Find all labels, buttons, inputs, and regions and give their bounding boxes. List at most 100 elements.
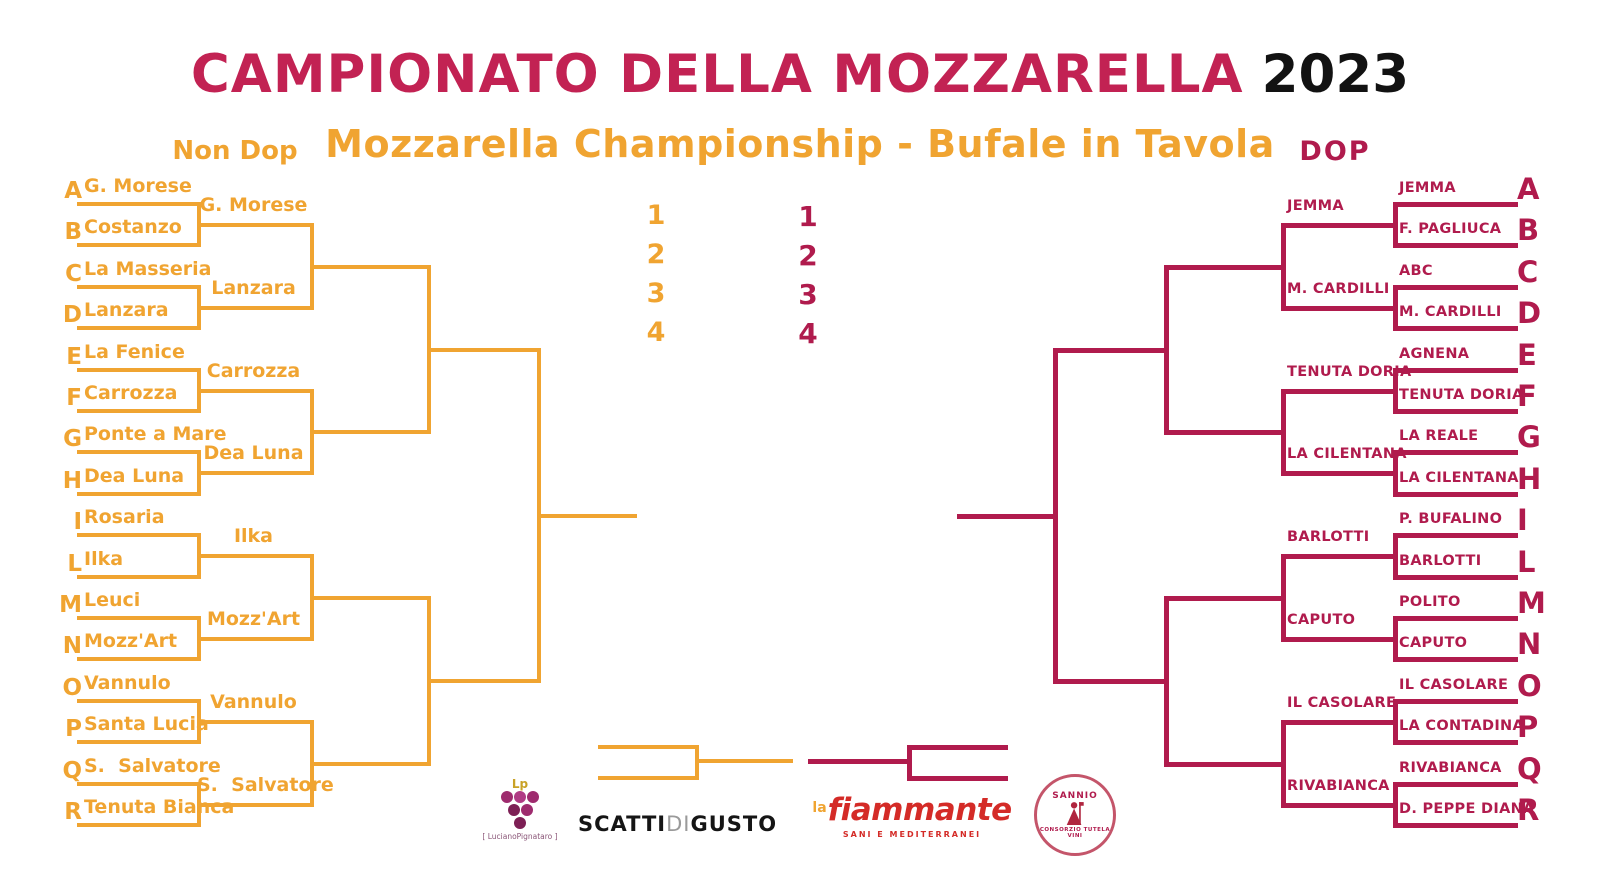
mini-bracket-line bbox=[907, 776, 1008, 781]
entrant-label: F. PAGLIUCA bbox=[1399, 221, 1502, 237]
bracket-line bbox=[1393, 450, 1518, 455]
entrant-label: Vannulo bbox=[84, 672, 171, 694]
seed-letter: C bbox=[65, 261, 82, 287]
entrant-label: CAPUTO bbox=[1399, 635, 1468, 651]
bracket-line bbox=[1281, 720, 1398, 725]
entrant-label: Lanzara bbox=[84, 299, 169, 321]
seed-letter: H bbox=[1517, 462, 1542, 496]
scatti-part1: SCATTI bbox=[578, 812, 667, 836]
lp-caption: [ LucianoPignataro ] bbox=[482, 832, 558, 841]
entrant-label: Rosaria bbox=[84, 506, 165, 528]
bracket-line bbox=[77, 492, 201, 496]
entrant-label: Tenuta Bianca bbox=[84, 796, 235, 818]
seed-letter: E bbox=[1517, 338, 1537, 372]
standings-number-dop: 1 bbox=[798, 200, 818, 233]
winner-label: S. Salvatore bbox=[197, 774, 334, 796]
bracket-line bbox=[1281, 389, 1398, 394]
bracket-line bbox=[77, 533, 201, 537]
seed-letter: O bbox=[1517, 669, 1542, 703]
title-main: CAMPIONATO DELLA MOZZARELLA bbox=[190, 44, 1244, 105]
la-fiammante-logo: lafiammante SANI E MEDITERRANEI bbox=[812, 792, 1012, 839]
entrant-label: Ilka bbox=[84, 548, 124, 570]
seed-letter: B bbox=[64, 219, 82, 245]
bracket-line bbox=[1164, 762, 1286, 767]
winner-label: Dea Luna bbox=[203, 442, 304, 464]
mini-bracket-stub bbox=[808, 759, 912, 764]
sannio-subtitle: CONSORZIO TUTELA VINI bbox=[1039, 827, 1111, 839]
bracket-line bbox=[310, 596, 431, 600]
bracket-line bbox=[197, 803, 314, 807]
winner-label: Mozz'Art bbox=[206, 608, 301, 630]
entrant-label: S. Salvatore bbox=[84, 755, 221, 777]
seed-letter: A bbox=[64, 178, 82, 204]
entrant-label: TENUTA DORIA bbox=[1399, 387, 1524, 403]
bracket-line bbox=[77, 243, 201, 247]
bracket-line bbox=[197, 306, 314, 310]
scatti-part2: DI bbox=[666, 812, 691, 836]
fiammante-prefix: la bbox=[812, 800, 827, 816]
lp-monogram: Lp bbox=[511, 777, 529, 791]
seed-letter: I bbox=[1517, 503, 1528, 537]
seed-letter: G bbox=[1517, 420, 1541, 454]
bracket-line bbox=[197, 389, 314, 393]
seed-letter: N bbox=[62, 633, 82, 659]
entrant-label: Dea Luna bbox=[84, 465, 185, 487]
bracket-line bbox=[197, 637, 314, 641]
seed-letter: G bbox=[63, 426, 82, 452]
bracket-line bbox=[1393, 699, 1518, 704]
mini-bracket-line bbox=[907, 745, 1008, 750]
bracket-line bbox=[77, 450, 201, 454]
entrant-label: ABC bbox=[1399, 263, 1433, 279]
seed-letter: I bbox=[73, 509, 82, 535]
bracket-line bbox=[1053, 679, 1169, 684]
entrant-label: RIVABIANCA bbox=[1399, 760, 1502, 776]
winner-label: Vannulo bbox=[210, 691, 297, 713]
bracket-line bbox=[1281, 554, 1398, 559]
seed-letter: M bbox=[59, 592, 82, 618]
entrant-label: La Fenice bbox=[84, 341, 185, 363]
bracket-line bbox=[1281, 803, 1398, 808]
seed-letter: L bbox=[1517, 545, 1536, 579]
seed-letter: D bbox=[62, 302, 82, 328]
standings-number-non-dop: 2 bbox=[646, 239, 666, 270]
bracket-line bbox=[1393, 243, 1518, 248]
bracket-line bbox=[1393, 823, 1518, 828]
entrant-label: P. BUFALINO bbox=[1399, 511, 1503, 527]
bracket-line bbox=[310, 265, 431, 269]
final-stub bbox=[537, 514, 637, 518]
bracket-line bbox=[1393, 202, 1518, 207]
bracket-line bbox=[1393, 575, 1518, 580]
standings-number-dop: 4 bbox=[798, 317, 818, 350]
monk-figure-icon bbox=[1066, 802, 1084, 825]
entrant-label: IL CASOLARE bbox=[1399, 677, 1509, 693]
mini-bracket-stub bbox=[695, 759, 793, 763]
fiammante-tagline: SANI E MEDITERRANEI bbox=[842, 830, 982, 839]
entrant-label: JEMMA bbox=[1399, 180, 1456, 196]
entrant-label: LA CILENTANA bbox=[1399, 470, 1519, 486]
entrant-label: LA CONTADINA bbox=[1399, 718, 1524, 734]
entrant-label: Ponte a Mare bbox=[84, 423, 227, 445]
bracket-line bbox=[1393, 492, 1518, 497]
sannio-badge: SANNIO CONSORZIO TUTELA VINI bbox=[1034, 774, 1116, 856]
bracket-line bbox=[427, 348, 541, 352]
bracket-line bbox=[310, 762, 431, 766]
standings-number-non-dop: 3 bbox=[646, 278, 666, 309]
title-year: 2023 bbox=[1261, 44, 1410, 105]
entrant-label: Carrozza bbox=[84, 382, 178, 404]
entrant-label: Costanzo bbox=[84, 216, 182, 238]
standings-number-dop: 2 bbox=[798, 239, 818, 272]
entrant-label: G. Morese bbox=[84, 175, 192, 197]
bracket-line bbox=[1393, 368, 1518, 373]
luciano-pignataro-logo: Lp [ LucianoPignataro ] bbox=[468, 778, 572, 841]
winner-label: G. Morese bbox=[199, 194, 308, 216]
bracket-line bbox=[1393, 616, 1518, 621]
bracket-line bbox=[77, 740, 201, 744]
bracket-line bbox=[1164, 265, 1286, 270]
winner-label: Carrozza bbox=[206, 360, 301, 382]
entrant-label: La Masseria bbox=[84, 258, 212, 280]
bracket-line bbox=[1281, 223, 1398, 228]
bracket-line bbox=[77, 823, 201, 827]
seed-letter: H bbox=[62, 468, 82, 494]
bracket-line bbox=[1393, 409, 1518, 414]
